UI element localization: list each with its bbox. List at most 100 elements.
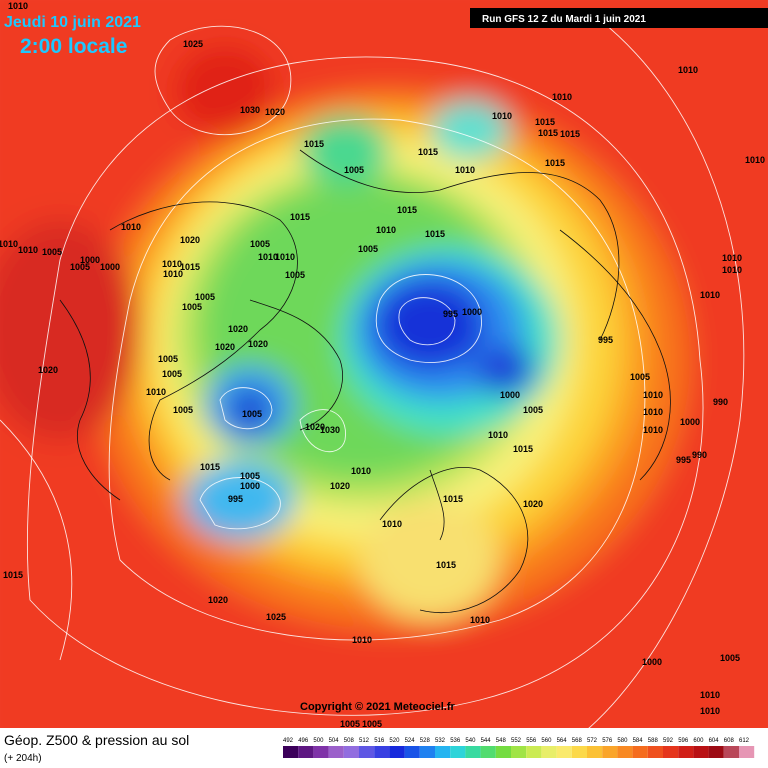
scale-swatch (495, 746, 511, 758)
pressure-label: 1010 (700, 706, 720, 716)
pressure-label: 1015 (200, 462, 220, 472)
scale-swatch (343, 746, 359, 758)
scale-label: 584 (633, 738, 644, 744)
scale-swatch (632, 746, 648, 758)
pressure-label: 1010 (745, 155, 765, 165)
scale-swatch (389, 746, 405, 758)
pressure-label: 990 (692, 450, 707, 460)
scale-label: 556 (526, 738, 537, 744)
scale-swatch (480, 746, 496, 758)
pressure-label: 1010 (376, 225, 396, 235)
pressure-label: 1000 (680, 417, 700, 427)
map-date: Jeudi 10 juin 2021 (4, 14, 141, 31)
scale-swatch (313, 746, 329, 758)
pressure-label: 1015 (436, 560, 456, 570)
pressure-label: 1010 (18, 245, 38, 255)
pressure-label: 1015 (443, 494, 463, 504)
pressure-label: 1005 (240, 471, 260, 481)
scale-label: 544 (481, 738, 492, 744)
pressure-label: 1005 (195, 292, 215, 302)
pressure-label: 1010 (700, 690, 720, 700)
pressure-label: 1010 (162, 259, 182, 269)
scale-swatch (465, 746, 481, 758)
pressure-label: 1015 (397, 205, 417, 215)
scale-swatch (359, 746, 375, 758)
pressure-label: 1020 (305, 422, 325, 432)
pressure-label: 1015 (3, 570, 23, 580)
pressure-label: 1020 (330, 481, 350, 491)
pressure-label: 1000 (462, 307, 482, 317)
pressure-label: 1005 (173, 405, 193, 415)
scale-swatch (419, 746, 435, 758)
pressure-label: 1010 (492, 111, 512, 121)
scale-label: 568 (572, 738, 583, 744)
scale-label: 532 (435, 738, 446, 744)
scale-swatch (526, 746, 542, 758)
pressure-label: 1015 (418, 147, 438, 157)
pressure-label: 1010 (8, 1, 28, 11)
pressure-label: 1005 (362, 719, 382, 729)
pressure-label: 1015 (535, 117, 555, 127)
pressure-label: 1010 (163, 269, 183, 279)
run-info: Run GFS 12 Z du Mardi 1 juin 2021 (482, 14, 646, 25)
pressure-label: 1005 (340, 719, 360, 729)
coastlines (59, 149, 671, 613)
scale-swatch (374, 746, 390, 758)
scale-label: 608 (724, 738, 735, 744)
pressure-label: 1015 (180, 262, 200, 272)
scale-swatch (617, 746, 633, 758)
pressure-label: 1010 (700, 290, 720, 300)
scale-label: 492 (283, 738, 294, 744)
pressure-label: 1010 (552, 92, 572, 102)
pressure-label: 1010 (0, 239, 18, 249)
pressure-label: 1010 (470, 615, 490, 625)
scale-swatch (663, 746, 679, 758)
scale-label: 508 (344, 738, 355, 744)
copyright: Copyright © 2021 Meteociel.fr (300, 701, 456, 713)
scale-swatch (678, 746, 694, 758)
scale-label: 588 (648, 738, 659, 744)
pressure-label: 1005 (720, 653, 740, 663)
scale-swatch (435, 746, 451, 758)
pressure-label: 1005 (344, 165, 364, 175)
pressure-label: 1015 (513, 444, 533, 454)
pressure-label: 1015 (538, 128, 558, 138)
pressure-label: 1020 (523, 499, 543, 509)
scale-swatch (450, 746, 466, 758)
scale-label: 600 (693, 738, 704, 744)
pressure-label: 1005 (158, 354, 178, 364)
pressure-label: 1005 (42, 247, 62, 257)
footer-title: Géop. Z500 & pression au sol (4, 732, 189, 748)
pressure-label: 1010 (678, 65, 698, 75)
pressure-label: 1010 (722, 253, 742, 263)
pressure-label: 1025 (183, 39, 203, 49)
pressure-label: 1010 (382, 519, 402, 529)
pressure-label: 1015 (304, 139, 324, 149)
scale-label: 516 (374, 738, 385, 744)
pressure-label: 1010 (643, 425, 663, 435)
pressure-label: 1020 (208, 595, 228, 605)
scale-label: 576 (602, 738, 613, 744)
scale-swatch (708, 746, 724, 758)
pressure-label: 1010 (258, 252, 278, 262)
scale-label: 536 (450, 738, 461, 744)
pressure-label: 1005 (523, 405, 543, 415)
pressure-label: 1020 (265, 107, 285, 117)
scale-label: 540 (465, 738, 476, 744)
scale-label: 560 (541, 738, 552, 744)
pressure-label: 1015 (290, 212, 310, 222)
pressure-label: 1000 (240, 481, 260, 491)
pressure-label: 1030 (320, 425, 340, 435)
pressure-label: 1020 (248, 339, 268, 349)
pressure-label: 995 (598, 335, 613, 345)
pressure-label: 1010 (722, 265, 742, 275)
color-scale: 492 496 500 504 508 512 516 520 524 528 532 536 540 5… (283, 738, 755, 758)
pressure-label: 1000 (80, 255, 100, 265)
pressure-label: 995 (228, 494, 243, 504)
pressure-label: 1000 (100, 262, 120, 272)
pressure-label: 1005 (242, 409, 262, 419)
scale-label: 572 (587, 738, 598, 744)
scale-label: 528 (420, 738, 431, 744)
pressure-label: 1000 (642, 657, 662, 667)
scale-label: 564 (557, 738, 568, 744)
